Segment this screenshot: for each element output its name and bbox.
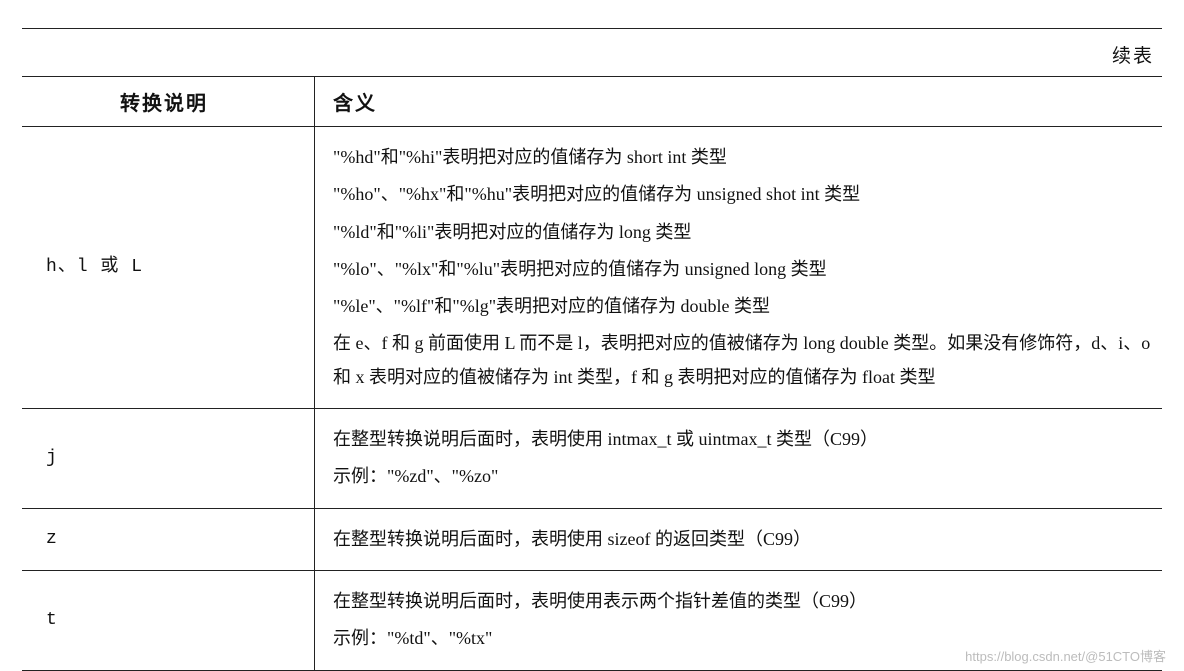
spec-cell: z: [22, 508, 315, 570]
continued-label: 续表: [22, 41, 1154, 68]
watermark: https://blog.csdn.net/@51CTO博客: [965, 646, 1166, 665]
meaning-line: 在整型转换说明后面时，表明使用表示两个指针差值的类型（C99）: [333, 585, 1152, 618]
spec-cell: j: [22, 409, 315, 509]
table-row: z 在整型转换说明后面时，表明使用 sizeof 的返回类型（C99）: [22, 508, 1162, 570]
meaning-cell: 在整型转换说明后面时，表明使用 intmax_t 或 uintmax_t 类型（…: [315, 409, 1163, 509]
meaning-line: "%ld"和"%li"表明把对应的值储存为 long 类型: [333, 216, 1152, 249]
meaning-line: 在整型转换说明后面时，表明使用 sizeof 的返回类型（C99）: [333, 523, 1152, 556]
top-rule: [22, 28, 1162, 29]
meaning-line: "%hd"和"%hi"表明把对应的值储存为 short int 类型: [333, 141, 1152, 174]
spec-cell: h、l 或 L: [22, 127, 315, 409]
meaning-line: "%ho"、"%hx"和"%hu"表明把对应的值储存为 unsigned sho…: [333, 178, 1152, 211]
meaning-line: 示例："%zd"、"%zo": [333, 460, 1152, 493]
meaning-cell: 在整型转换说明后面时，表明使用 sizeof 的返回类型（C99）: [315, 508, 1163, 570]
spec-table: 转换说明 含义 h、l 或 L"%hd"和"%hi"表明把对应的值储存为 sho…: [22, 76, 1162, 671]
table-row: j 在整型转换说明后面时，表明使用 intmax_t 或 uintmax_t 类型…: [22, 409, 1162, 509]
header-meaning: 含义: [315, 77, 1163, 127]
meaning-line: "%le"、"%lf"和"%lg"表明把对应的值储存为 double 类型: [333, 290, 1152, 323]
meaning-line: 在整型转换说明后面时，表明使用 intmax_t 或 uintmax_t 类型（…: [333, 423, 1152, 456]
spec-cell: t: [22, 570, 315, 670]
header-spec: 转换说明: [22, 77, 315, 127]
meaning-line: 在 e、f 和 g 前面使用 L 而不是 l，表明把对应的值被储存为 long …: [333, 327, 1152, 394]
table-row: h、l 或 L"%hd"和"%hi"表明把对应的值储存为 short int 类…: [22, 127, 1162, 409]
meaning-cell: "%hd"和"%hi"表明把对应的值储存为 short int 类型 "%ho"、…: [315, 127, 1163, 409]
meaning-line: "%lo"、"%lx"和"%lu"表明把对应的值储存为 unsigned lon…: [333, 253, 1152, 286]
